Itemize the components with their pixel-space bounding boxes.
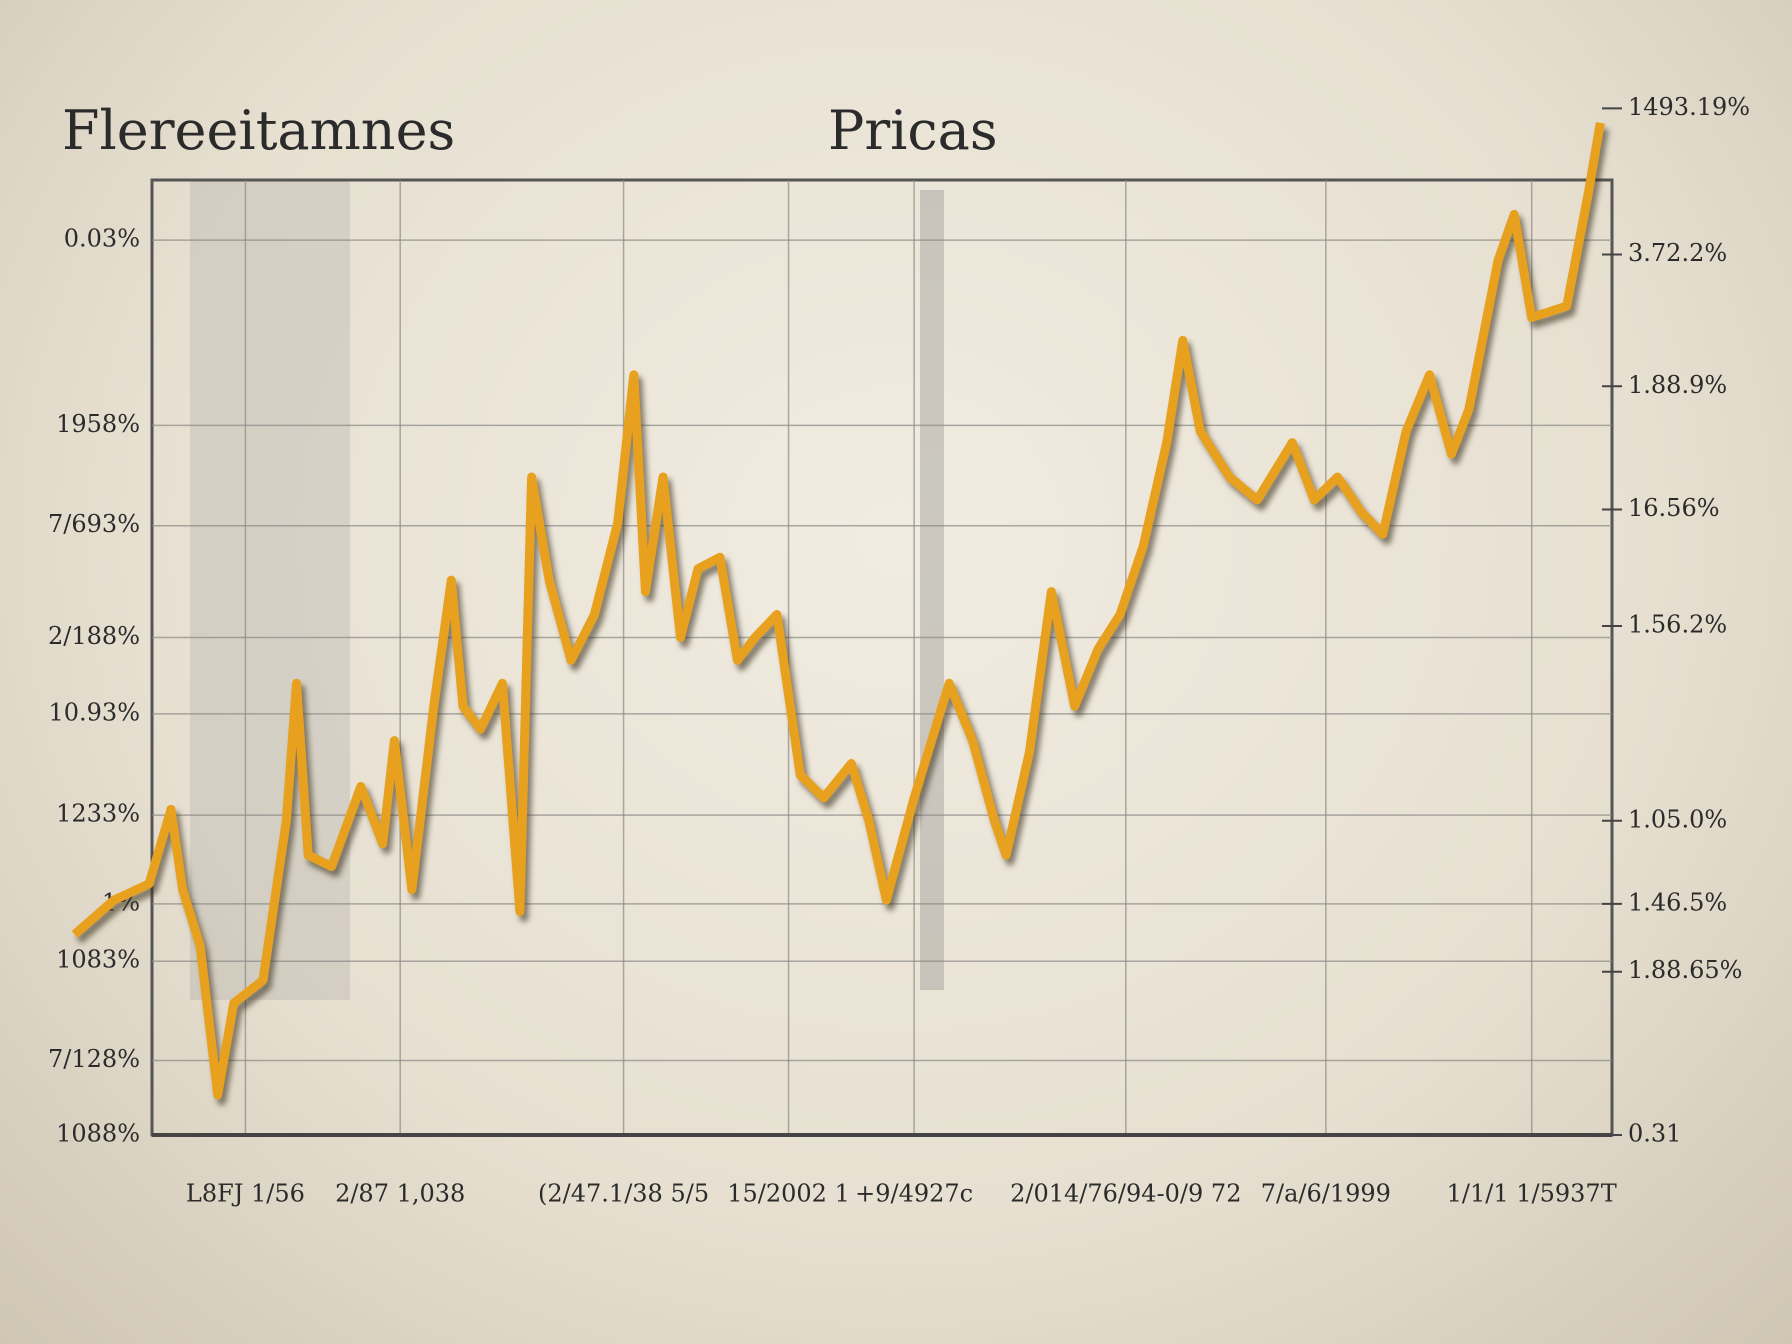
x-tick-label: 1/1/1 1/5937T [1447, 1180, 1617, 1208]
plot: 0.03%1958%7/693%2/188%10.93%1233%1%1083%… [48, 93, 1750, 1208]
shade-band [920, 190, 944, 990]
x-tick-label: (2/47.1/38 5/5 [538, 1180, 709, 1208]
y-tick-label: 2/188% [48, 622, 140, 650]
x-tick-label: 15/2002 1 [727, 1180, 850, 1208]
y2-tick-label: 3.72.2% [1628, 239, 1727, 267]
y2-tick-label: 1.88.65% [1628, 956, 1742, 984]
x-tick-label: 7/a/6/1999 [1261, 1180, 1391, 1208]
y-tick-label: 10.93% [48, 698, 140, 726]
y-tick-label: 1958% [56, 410, 140, 438]
plot-frame [150, 178, 1614, 1137]
price-line [71, 121, 1605, 1100]
y-tick-label: 7/693% [48, 510, 140, 538]
x-tick-label: 2/014/76/94-0/9 72 [1010, 1180, 1241, 1208]
y-tick-label: 1233% [56, 800, 140, 828]
x-tick-label: 2/87 1,038 [335, 1180, 465, 1208]
y2-tick-label: 16.56% [1628, 494, 1720, 522]
y-tick-label: 1083% [56, 946, 140, 974]
shade-band [190, 180, 350, 1000]
y2-tick-label: 1.88.9% [1628, 371, 1727, 399]
chart-subtitle: Pricas [828, 99, 998, 162]
y2-tick-label: 1.46.5% [1628, 888, 1727, 916]
y-tick-label: 1088% [56, 1120, 140, 1148]
y-tick-label: 7/128% [48, 1045, 140, 1073]
chart-title: Flereeitamnes [62, 99, 455, 162]
x-tick-label: L8FJ 1/56 [186, 1180, 305, 1208]
y2-tick-label: 1.05.0% [1628, 805, 1727, 833]
x-tick-label: +9/4927c [855, 1180, 973, 1208]
y2-tick-label: 1493.19% [1628, 93, 1750, 121]
y2-tick-label: 1.56.2% [1628, 610, 1727, 638]
y2-tick-label: 0.31 [1628, 1120, 1681, 1148]
y-tick-label: 0.03% [64, 225, 140, 253]
